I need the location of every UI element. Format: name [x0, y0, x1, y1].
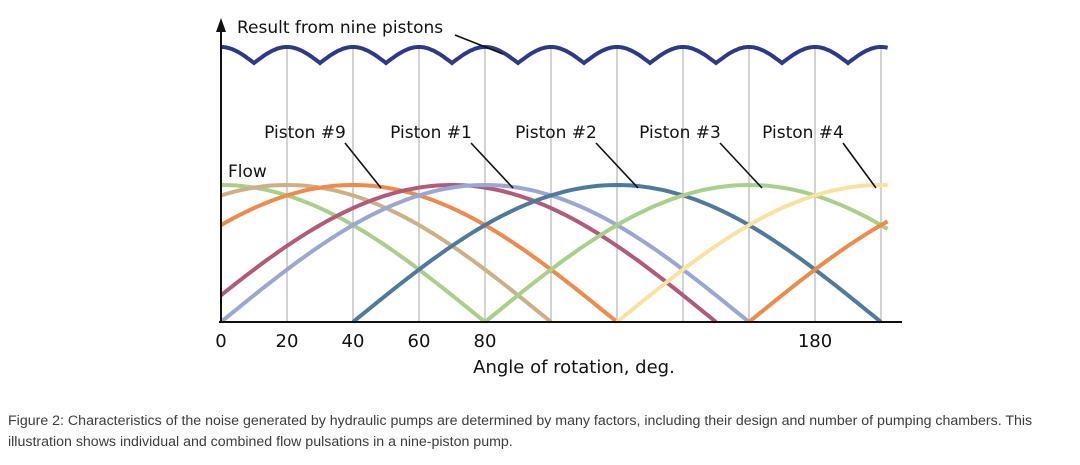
piston-flow-curve-6	[351, 182, 883, 324]
axes	[216, 18, 902, 323]
piston-flow-curve-2	[220, 182, 553, 324]
result-curve-group	[221, 34, 889, 66]
x-tick-label: 80	[474, 331, 497, 352]
piston-label: Piston #9	[264, 123, 346, 143]
result-label: Result from nine pistons	[237, 18, 443, 38]
x-tick-labels: 0 20 40 60 80 180	[215, 331, 832, 352]
piston-label: Piston #1	[390, 123, 472, 143]
labels: Result from nine pistons Flow Angle of r…	[228, 18, 675, 378]
y-axis-arrow	[216, 18, 226, 32]
piston-label-leader	[344, 142, 382, 189]
piston-flow-curve-5	[219, 182, 751, 324]
piston-label-leader	[719, 142, 763, 189]
figure-caption: Figure 2: Characteristics of the noise g…	[8, 413, 1033, 450]
x-tick-label: 60	[408, 331, 431, 352]
piston-label-leader	[470, 142, 514, 189]
x-tick-label: 180	[798, 331, 832, 352]
x-tick-label: 0	[215, 331, 226, 352]
x-tick-label: 20	[276, 331, 299, 352]
y-axis-label: Flow	[228, 162, 267, 182]
x-axis-label: Angle of rotation, deg.	[473, 357, 675, 378]
piston-label-leader	[595, 142, 639, 189]
result-curve	[221, 45, 889, 66]
result-label-leader	[454, 34, 504, 55]
piston-flow-curve-9	[747, 219, 889, 324]
flow-pulsation-chart: Result from nine pistons Flow Angle of r…	[215, 18, 902, 378]
piston-label: Piston #3	[639, 123, 721, 143]
piston-flow-curve-7	[483, 182, 889, 324]
piston-label: Piston #2	[515, 123, 597, 143]
x-tick-label: 40	[342, 331, 365, 352]
piston-flow-curve-8	[615, 182, 888, 324]
piston-label: Piston #4	[762, 123, 844, 143]
piston-label-leader	[842, 142, 877, 189]
piston-flow-curves	[219, 182, 889, 324]
piston-labels: Piston #9 Piston #1 Piston #2 Piston #3 Pist…	[264, 123, 877, 189]
